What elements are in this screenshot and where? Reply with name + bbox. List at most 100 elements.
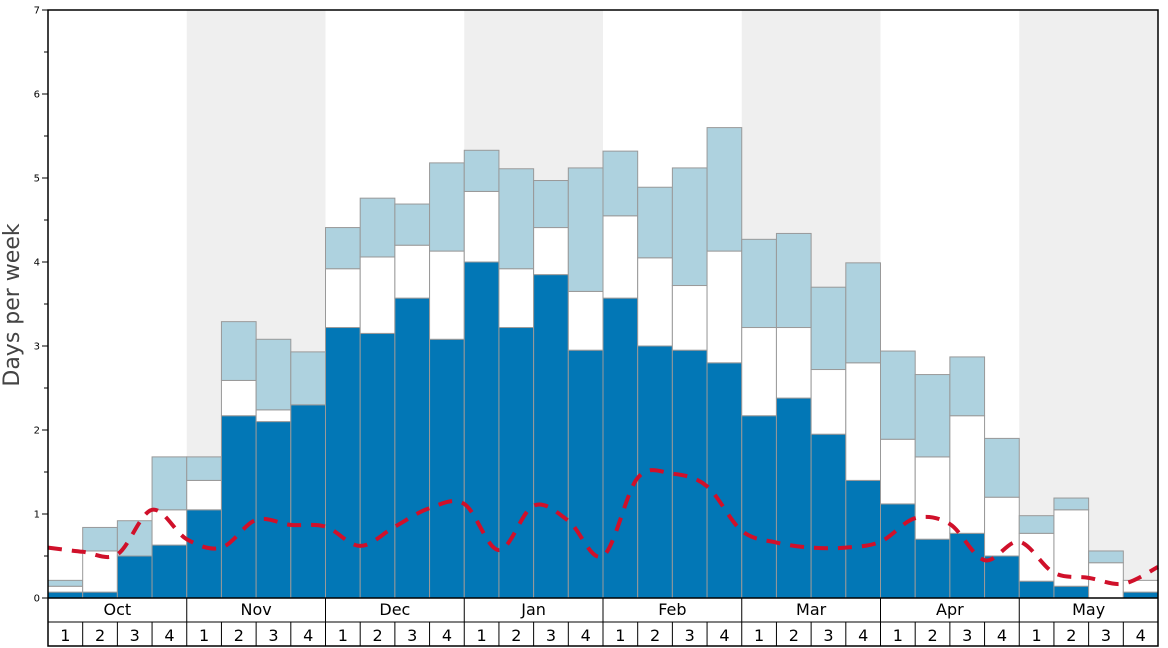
bar-bottom-segment <box>914 538 951 599</box>
week-label: 1 <box>60 626 70 645</box>
week-label: 3 <box>130 626 140 645</box>
bar-top-segment <box>220 321 257 381</box>
bar-bottom-segment <box>290 404 326 599</box>
bar-middle-segment <box>706 250 743 364</box>
bar-top-segment <box>637 186 673 259</box>
bar-middle-segment <box>880 438 916 505</box>
bar-top-segment <box>1088 550 1124 564</box>
bar-bottom-segment <box>220 415 257 599</box>
month-label-nov: Nov <box>241 600 272 619</box>
bar-middle-segment <box>429 250 465 340</box>
month-label-feb: Feb <box>658 600 686 619</box>
week-label: 4 <box>1136 626 1146 645</box>
week-label: 3 <box>1101 626 1111 645</box>
bars <box>47 127 1159 599</box>
week-label: 4 <box>719 626 729 645</box>
week-label: 1 <box>1032 626 1042 645</box>
y-axis-label: Days per week <box>0 223 25 386</box>
week-label: 2 <box>927 626 937 645</box>
month-label-oct: Oct <box>104 600 132 619</box>
week-label: 2 <box>511 626 521 645</box>
bar-top-segment <box>949 356 986 417</box>
bar-bottom-segment <box>984 555 1020 599</box>
y-tick-label: 3 <box>34 342 40 353</box>
bar-top-segment <box>1053 497 1090 511</box>
week-label: 1 <box>199 626 209 645</box>
y-tick-label: 5 <box>34 174 40 185</box>
bar-bottom-segment <box>1122 591 1159 599</box>
bar-middle-segment <box>1018 532 1055 582</box>
week-label: 3 <box>546 626 556 645</box>
bar-middle-segment <box>533 227 569 276</box>
average-line <box>47 468 1159 587</box>
bar-top-segment <box>463 149 500 192</box>
week-label: 3 <box>823 626 833 645</box>
bar-middle-segment <box>186 479 222 511</box>
bar-bottom-segment <box>82 591 118 599</box>
month-label-jan: Jan <box>520 600 546 619</box>
y-tick-label: 2 <box>34 426 40 437</box>
week-label: 3 <box>407 626 417 645</box>
bar-middle-segment <box>220 379 257 417</box>
week-label: 4 <box>303 626 313 645</box>
bar-middle-segment <box>359 256 396 334</box>
bar-bottom-segment <box>47 591 84 599</box>
week-label: 2 <box>95 626 105 645</box>
bar-top-segment <box>151 456 188 511</box>
week-label: 2 <box>372 626 382 645</box>
week-label: 3 <box>685 626 695 645</box>
bar-bottom-segment <box>533 274 569 599</box>
month-label-may: May <box>1072 600 1105 619</box>
bar-middle-segment <box>82 550 118 593</box>
bar-middle-segment <box>984 496 1020 557</box>
bar-top-segment <box>602 150 639 217</box>
week-label: 4 <box>858 626 868 645</box>
axes: 0 1 2 3 4 5 6 7 Oct Nov Dec Jan Feb Mar Apr May 1 2 3 4 1 2 3 4… <box>34 6 1159 647</box>
bar-top-segment <box>290 351 326 406</box>
week-label: 2 <box>650 626 660 645</box>
y-tick-label: 1 <box>34 510 40 521</box>
bar-bottom-segment <box>116 555 153 599</box>
week-label: 1 <box>754 626 764 645</box>
bar-top-segment <box>498 168 535 270</box>
bar-top-segment <box>984 437 1020 498</box>
bar-middle-segment <box>325 268 361 329</box>
bar-bottom-segment <box>810 433 847 599</box>
bar-top-segment <box>671 167 708 287</box>
bar-bottom-segment <box>255 421 292 599</box>
average-line-path <box>47 468 1159 587</box>
bar-top-segment <box>255 338 292 411</box>
bar-bottom-segment <box>325 327 361 599</box>
week-label: 3 <box>268 626 278 645</box>
bar-middle-segment <box>845 362 881 481</box>
bar-bottom-segment <box>429 338 465 599</box>
month-label-mar: Mar <box>796 600 827 619</box>
bar-middle-segment <box>914 456 951 540</box>
bar-bottom-segment <box>845 479 881 599</box>
week-label: 1 <box>477 626 487 645</box>
bar-top-segment <box>810 286 847 371</box>
y-tick-label: 4 <box>34 258 40 269</box>
bar-middle-segment <box>255 409 292 423</box>
bar-top-segment <box>567 167 604 292</box>
bar-top-segment <box>741 238 777 329</box>
bar-bottom-segment <box>359 332 396 599</box>
bar-bottom-segment <box>186 509 222 599</box>
week-label: 1 <box>338 626 348 645</box>
week-label: 1 <box>615 626 625 645</box>
bar-top-segment <box>1018 515 1055 534</box>
y-tick-label: 7 <box>34 6 40 17</box>
bar-top-segment <box>775 232 812 329</box>
week-label: 1 <box>893 626 903 645</box>
week-label: 2 <box>789 626 799 645</box>
bar-bottom-segment <box>394 297 431 599</box>
bar-top-segment <box>359 197 396 258</box>
bar-top-segment <box>845 262 881 364</box>
bar-top-segment <box>914 374 951 458</box>
bar-middle-segment <box>949 415 986 534</box>
bar-bottom-segment <box>775 397 812 599</box>
bar-bottom-segment <box>567 349 604 599</box>
bar-middle-segment <box>671 285 708 351</box>
bar-bottom-segment <box>880 503 916 599</box>
